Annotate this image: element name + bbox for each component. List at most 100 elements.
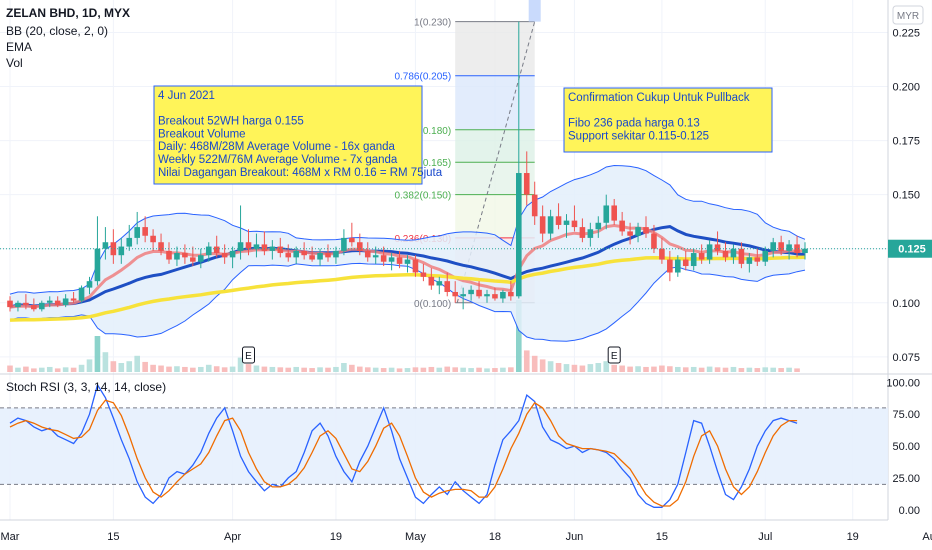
- candle-body: [635, 227, 641, 236]
- volume-bar: [357, 366, 363, 372]
- candle-body: [786, 244, 792, 251]
- annotations[interactable]: 4 Jun 2021 Breakout 52WH harga 0.155Break…: [153, 85, 773, 185]
- candle-body: [285, 253, 292, 258]
- volume-bar: [126, 361, 133, 372]
- volume-bar: [364, 367, 371, 372]
- breakout-note-line: Daily: 468M/28M Average Volume - 16x gan…: [158, 141, 396, 153]
- candle-body: [500, 291, 506, 299]
- volume-bar: [70, 367, 77, 372]
- candle-body: [682, 259, 689, 267]
- breakout-note-box[interactable]: [153, 85, 423, 185]
- volume-bar: [730, 366, 737, 372]
- candle-body: [698, 253, 705, 260]
- volume-bar: [714, 367, 721, 372]
- pullback-note-box[interactable]: [563, 87, 773, 153]
- candle-body: [182, 253, 188, 258]
- volume-bar: [516, 300, 522, 372]
- pullback-note-line: Fibo 236 pada harga 0.13: [568, 118, 700, 130]
- candle-body: [579, 227, 586, 238]
- candle-body: [770, 242, 776, 251]
- volume-bar: [508, 367, 514, 372]
- volume-bar: [349, 364, 355, 372]
- volume-bar: [46, 366, 53, 372]
- currency-badge-frame[interactable]: [892, 5, 924, 25]
- stoch-rsi-title[interactable]: Stoch RSI (3, 3, 14, 14, close): [6, 380, 166, 394]
- candle-body: [412, 259, 419, 273]
- volume-bar: [174, 366, 180, 372]
- candle-body: [651, 233, 657, 249]
- volume-bar: [261, 366, 268, 372]
- breakout-note-line: Breakout 52WH harga 0.155: [158, 116, 304, 128]
- volume-bar: [62, 367, 69, 372]
- candle-body: [349, 237, 355, 243]
- volume-bar: [110, 361, 117, 372]
- candle-body: [372, 255, 379, 258]
- volume-bar: [603, 361, 610, 372]
- volume-bar: [428, 366, 435, 372]
- earnings-marker-label[interactable]: E: [245, 351, 252, 362]
- earnings-marker-label[interactable]: E: [611, 351, 618, 362]
- candle-body: [627, 231, 633, 236]
- volume-bar: [253, 365, 260, 372]
- indicator-bb-label[interactable]: BB (20, close, 2, 0): [6, 24, 108, 38]
- candle-body: [126, 237, 133, 247]
- earnings-marker-frame[interactable]: [607, 346, 621, 364]
- volume-bar: [476, 367, 482, 372]
- volume-bar: [539, 359, 546, 372]
- volume-bar: [571, 364, 578, 372]
- candle-body: [245, 242, 252, 249]
- volume-bar: [611, 364, 617, 372]
- candle-body: [380, 255, 387, 262]
- candle-body: [523, 173, 530, 195]
- time-tick-label: Apr: [224, 531, 241, 543]
- volume-bar: [523, 350, 530, 372]
- volume-bar: [237, 357, 244, 372]
- fib-zone: [455, 129, 535, 163]
- volume-bar: [690, 366, 697, 372]
- volume-bar: [531, 355, 538, 372]
- earnings-marker-frame[interactable]: [242, 346, 255, 364]
- candle-body: [555, 216, 562, 225]
- volume-bar: [420, 367, 427, 372]
- time-tick-label: Jul: [758, 531, 772, 543]
- volume-bar: [786, 367, 792, 372]
- volume-bar: [380, 368, 387, 372]
- volume-bar: [150, 364, 156, 372]
- fib-level-label: 1(0.230): [414, 18, 451, 29]
- pullback-note-line: Confirmation Cukup Untuk Pullback: [568, 92, 750, 104]
- candle-body: [78, 287, 85, 301]
- volume-bar: [372, 367, 379, 372]
- candle-body: [253, 244, 260, 249]
- fib-level-label: 0(0.100): [414, 299, 451, 310]
- candle-body: [317, 253, 323, 260]
- time-tick-label: 19: [330, 531, 342, 543]
- candle-body: [309, 255, 315, 260]
- volume-bar: [317, 367, 323, 372]
- volume-bar: [118, 363, 125, 372]
- stoch-band-fill: [0, 407, 888, 485]
- volume-bar: [794, 368, 800, 372]
- candle-body: [690, 253, 697, 267]
- volume-bar: [78, 364, 85, 372]
- volume-bar: [706, 366, 713, 372]
- candle-body: [531, 194, 538, 217]
- volume-bar: [94, 336, 101, 372]
- candle-body: [205, 246, 212, 256]
- stoch-tick-label: 25.00: [892, 473, 920, 485]
- volume-bar: [182, 366, 188, 372]
- candle-body: [158, 242, 164, 251]
- currency-badge[interactable]: MYR: [897, 11, 919, 22]
- candle-body: [46, 300, 53, 303]
- symbol-title: ZELAN BHD, 1D, MYX: [6, 6, 130, 20]
- volume-bar: [213, 366, 220, 372]
- indicator-ema-label[interactable]: EMA: [6, 40, 32, 54]
- volume-bar: [547, 361, 554, 372]
- candle-body: [102, 242, 109, 249]
- candle-body: [428, 276, 435, 286]
- candle-body: [396, 257, 403, 264]
- indicator-vol-label[interactable]: Vol: [6, 56, 23, 70]
- breakout-note-line: Weekly 522M/76M Average Volume - 7x gand…: [158, 154, 398, 166]
- volume-bar: [190, 367, 196, 372]
